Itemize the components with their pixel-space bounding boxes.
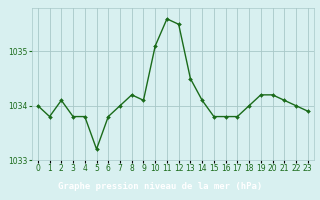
Text: Graphe pression niveau de la mer (hPa): Graphe pression niveau de la mer (hPa) bbox=[58, 182, 262, 191]
